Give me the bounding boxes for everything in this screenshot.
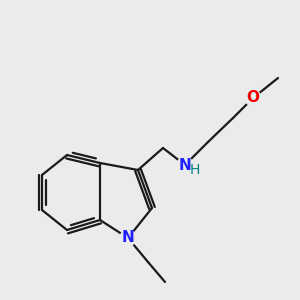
Circle shape xyxy=(245,90,261,106)
Text: N: N xyxy=(178,158,191,172)
Text: O: O xyxy=(247,91,260,106)
Text: N: N xyxy=(122,230,134,245)
Circle shape xyxy=(177,157,193,173)
Circle shape xyxy=(120,230,136,246)
Text: H: H xyxy=(190,163,200,177)
